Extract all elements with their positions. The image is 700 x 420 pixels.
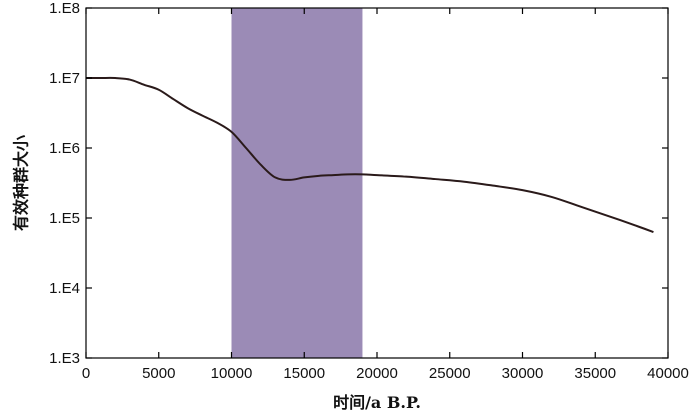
x-tick-label: 15000	[283, 365, 325, 382]
x-tick-label: 35000	[574, 365, 616, 382]
y-tick-label: 1.E7	[49, 70, 80, 87]
y-tick-label: 1.E4	[49, 280, 80, 297]
x-tick-label: 0	[82, 365, 90, 382]
shaded-region	[231, 8, 363, 358]
x-tick-label: 30000	[502, 365, 544, 382]
x-axis-title: 时间/a B.P.	[333, 393, 421, 412]
x-tick-label: 20000	[356, 365, 398, 382]
series-line	[85, 76, 654, 233]
y-tick-label: 1.E6	[49, 140, 80, 157]
y-tick-label: 1.E8	[49, 0, 80, 17]
y-axis-title: 有效种群大小	[12, 135, 31, 231]
plot-frame	[85, 7, 669, 359]
x-tick-label: 40000	[647, 365, 689, 382]
y-tick-label: 1.E3	[49, 350, 80, 367]
x-tick-label: 5000	[142, 365, 175, 382]
x-tick-label: 10000	[211, 365, 253, 382]
y-tick-label: 1.E5	[49, 210, 80, 227]
x-tick-label: 25000	[429, 365, 471, 382]
